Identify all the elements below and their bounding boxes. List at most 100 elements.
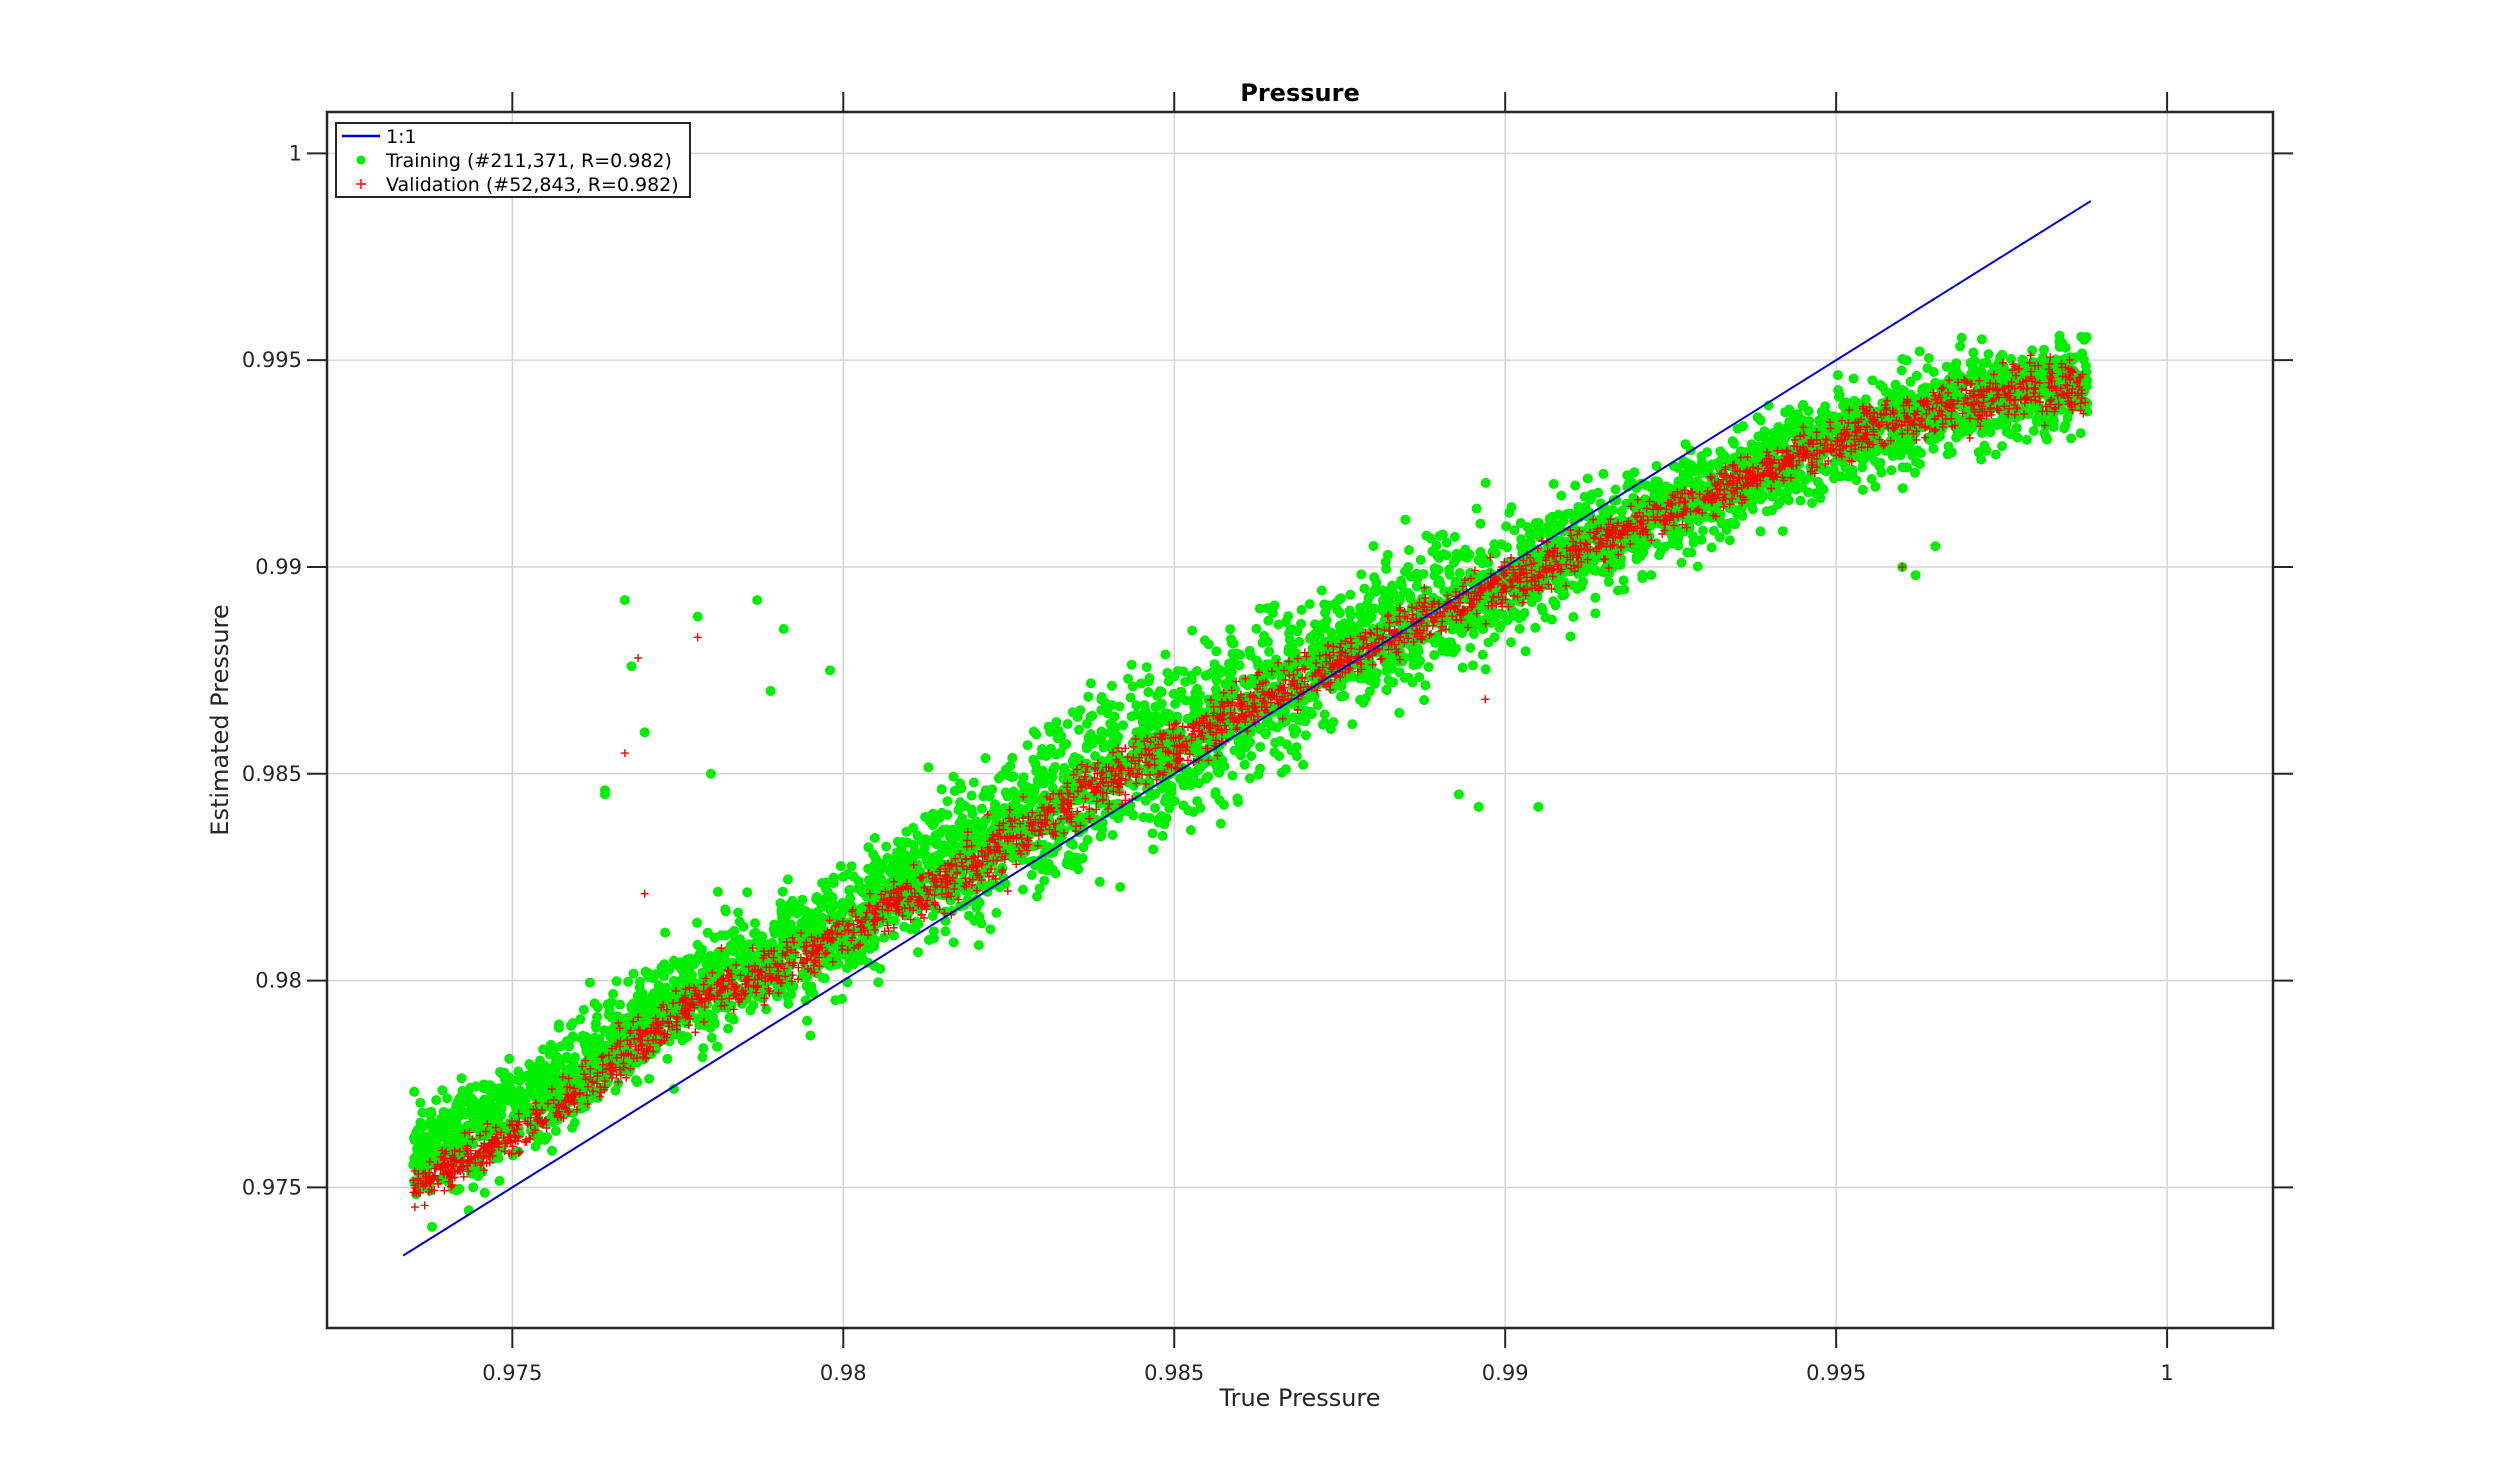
training-point bbox=[1420, 585, 1431, 596]
training-point bbox=[1380, 557, 1391, 567]
training-point bbox=[1726, 517, 1737, 528]
training-point bbox=[1506, 502, 1517, 513]
training-point bbox=[1997, 349, 2008, 360]
training-point bbox=[1411, 581, 1422, 592]
training-point bbox=[1225, 624, 1236, 635]
training-point bbox=[1516, 534, 1527, 545]
training-point bbox=[1254, 603, 1265, 614]
training-point bbox=[514, 1085, 525, 1096]
training-point bbox=[1400, 566, 1410, 577]
training-point bbox=[1044, 863, 1055, 874]
training-point bbox=[409, 1086, 420, 1097]
training-point bbox=[1255, 741, 1266, 752]
training-point bbox=[1153, 817, 1164, 828]
training-point bbox=[985, 924, 996, 935]
training-point bbox=[1978, 358, 1989, 369]
training-point bbox=[720, 904, 731, 915]
training-point bbox=[923, 762, 934, 773]
training-point bbox=[1437, 529, 1448, 540]
training-point bbox=[1005, 761, 1016, 771]
training-point bbox=[968, 777, 979, 788]
training-point bbox=[587, 1046, 597, 1057]
training-point bbox=[711, 1041, 722, 1052]
training-point bbox=[1192, 683, 1203, 694]
training-point bbox=[1215, 818, 1226, 829]
training-point bbox=[1074, 853, 1085, 864]
training-point bbox=[1312, 700, 1323, 711]
training-point bbox=[938, 824, 949, 835]
training-point bbox=[1223, 667, 1233, 678]
training-point bbox=[1263, 615, 1274, 626]
training-point bbox=[566, 1020, 576, 1031]
training-point bbox=[1336, 681, 1347, 692]
training-point bbox=[1509, 525, 1520, 536]
training-point bbox=[1356, 569, 1367, 580]
training-point bbox=[1536, 602, 1547, 613]
training-point bbox=[1240, 742, 1251, 753]
training-point bbox=[1654, 550, 1665, 561]
training-point bbox=[1423, 662, 1434, 672]
training-point bbox=[913, 947, 923, 958]
training-point bbox=[1339, 690, 1350, 701]
training-point bbox=[508, 1111, 519, 1122]
training-point bbox=[1956, 425, 1967, 436]
training-point bbox=[1979, 440, 1990, 451]
training-point bbox=[2027, 345, 2038, 356]
training-point bbox=[437, 1085, 448, 1096]
training-point bbox=[1680, 439, 1691, 450]
training-point bbox=[1185, 825, 1196, 836]
training-point bbox=[1457, 662, 1468, 673]
y-tick-label: 0.975 bbox=[242, 1175, 302, 1199]
training-point bbox=[1876, 467, 1887, 478]
training-point bbox=[1449, 531, 1460, 542]
training-point bbox=[1214, 767, 1225, 778]
training-point bbox=[569, 1117, 580, 1128]
training-point bbox=[1651, 461, 1662, 471]
training-point bbox=[1291, 742, 1302, 753]
training-point bbox=[1126, 659, 1137, 670]
training-point bbox=[991, 907, 1002, 918]
training-point bbox=[761, 1004, 772, 1015]
training-point bbox=[2011, 422, 2022, 433]
training-point bbox=[819, 973, 830, 984]
training-point bbox=[993, 809, 1003, 820]
training-point bbox=[1085, 678, 1096, 689]
training-point bbox=[1114, 701, 1125, 712]
training-point bbox=[682, 1032, 693, 1042]
training-point bbox=[1976, 454, 1987, 465]
training-point bbox=[623, 976, 634, 987]
training-point bbox=[769, 928, 780, 939]
training-point bbox=[1072, 712, 1083, 722]
training-point bbox=[415, 1141, 426, 1152]
training-point bbox=[1983, 349, 1994, 360]
training-point bbox=[1274, 751, 1285, 762]
training-point bbox=[1034, 883, 1045, 894]
training-point bbox=[1334, 594, 1345, 605]
training-point bbox=[1857, 462, 1868, 473]
training-point bbox=[1818, 484, 1829, 495]
training-point bbox=[702, 927, 713, 938]
training-point bbox=[1396, 575, 1406, 586]
training-point bbox=[964, 910, 974, 921]
training-point bbox=[1715, 446, 1726, 457]
training-point bbox=[1029, 783, 1040, 794]
training-point bbox=[1480, 477, 1491, 488]
training-point bbox=[1048, 765, 1059, 776]
training-point bbox=[1229, 649, 1240, 660]
training-point bbox=[1187, 625, 1198, 636]
training-point bbox=[1107, 830, 1118, 840]
training-point bbox=[1832, 370, 1843, 381]
training-point bbox=[1907, 446, 1918, 457]
training-point bbox=[662, 1053, 673, 1064]
training-point bbox=[1676, 557, 1687, 568]
training-point bbox=[974, 897, 985, 908]
training-point bbox=[899, 921, 910, 932]
training-point bbox=[1774, 497, 1785, 507]
training-point bbox=[1178, 666, 1189, 677]
training-point bbox=[1394, 707, 1405, 718]
training-point bbox=[2054, 341, 2065, 352]
training-point bbox=[873, 977, 884, 988]
x-tick-label: 0.975 bbox=[482, 1361, 542, 1385]
training-point bbox=[1429, 563, 1440, 574]
training-point bbox=[800, 906, 811, 916]
